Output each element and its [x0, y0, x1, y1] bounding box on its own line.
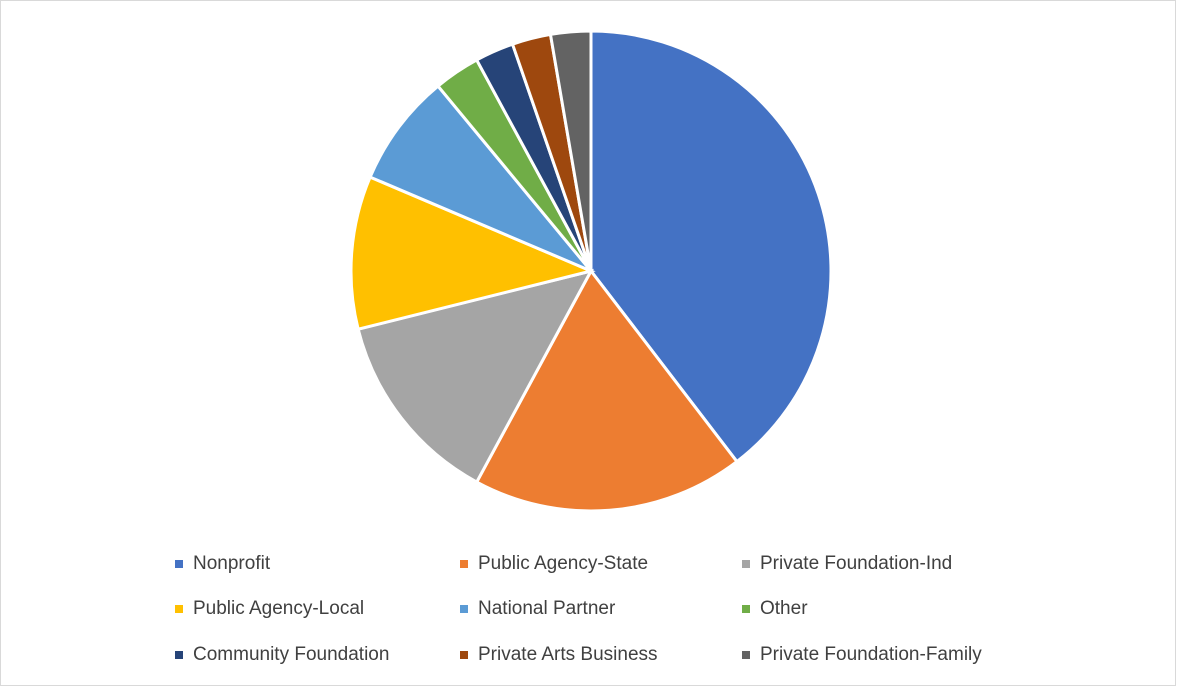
pie-slice	[589, 29, 833, 464]
pie-slice	[474, 268, 740, 513]
legend-swatch	[460, 605, 468, 613]
legend-swatch	[175, 651, 183, 659]
legend-swatch	[742, 560, 750, 568]
legend-label: Other	[760, 598, 808, 619]
legend-swatch	[175, 605, 183, 613]
legend-swatch	[175, 560, 183, 568]
legend-label: Private Arts Business	[478, 644, 658, 665]
pie-slice	[349, 175, 596, 332]
legend-swatch	[742, 651, 750, 659]
legend-label: Public Agency-Local	[193, 598, 364, 619]
legend-swatch	[460, 560, 468, 568]
pie-slice	[356, 268, 594, 485]
legend-label: Nonprofit	[193, 553, 271, 574]
legend-swatch	[742, 605, 750, 613]
pie-slice	[548, 29, 593, 272]
legend-swatch	[460, 651, 468, 659]
legend-label: National Partner	[478, 598, 616, 619]
legend-label: Public Agency-State	[478, 553, 648, 574]
legend-label: Private Foundation-Family	[760, 644, 982, 665]
pie-slice	[368, 83, 593, 273]
legend-label: Private Foundation-Ind	[760, 553, 952, 574]
legend-label: Community Foundation	[193, 644, 389, 665]
